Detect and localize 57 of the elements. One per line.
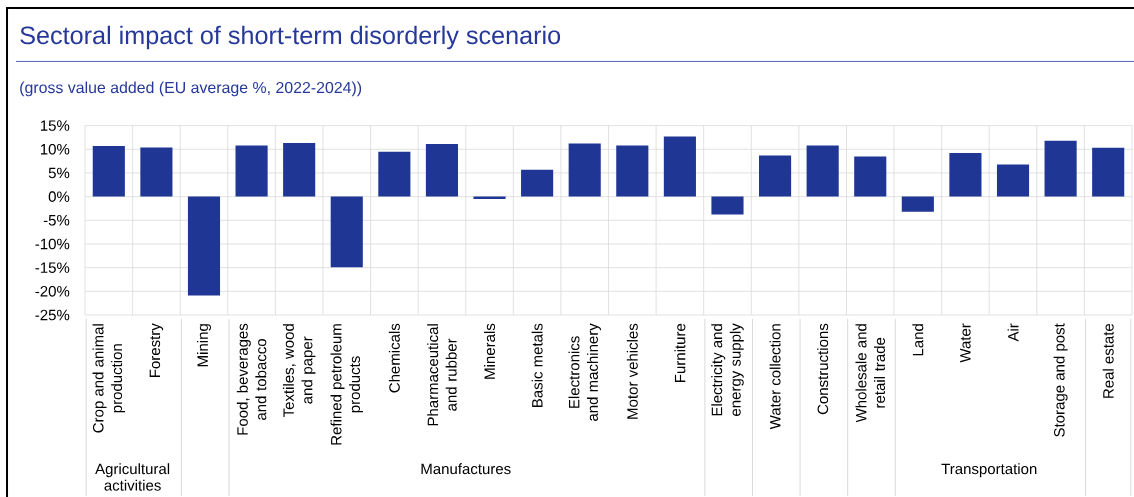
x-tick-label: Wholesale and retail trade [855, 324, 885, 423]
bar [283, 143, 316, 197]
y-tick-label: 5% [48, 167, 70, 179]
text: Agricultural activities [95, 463, 170, 491]
x-tick-label: Food, beverages and tobacco [236, 323, 267, 435]
bar [1044, 140, 1077, 197]
text: Manufactures [421, 463, 511, 475]
x-tick-label: Water [960, 323, 971, 363]
bar [949, 153, 982, 197]
bar [996, 164, 1030, 197]
bar [663, 136, 696, 197]
bar [92, 145, 125, 197]
x-tick-label: Motor vehicles [626, 323, 638, 419]
y-tick-label: -15% [35, 262, 70, 273]
bar [806, 145, 839, 197]
y-tick-label: -5% [43, 215, 70, 226]
x-tick-label: Electricity and energy supply [711, 323, 744, 416]
y-tick-label: 15% [40, 120, 70, 131]
bar [330, 196, 363, 268]
x-tick-label: Real estate [1102, 323, 1114, 398]
chart-subtitle: (gross value added (EU average %, 2022-2024)) [20, 81, 362, 97]
bar [187, 196, 221, 296]
x-tick-label: Mining [197, 324, 211, 367]
bar [616, 145, 649, 197]
x-tick-label: Land [912, 324, 924, 356]
text: Transportation [941, 463, 1037, 478]
x-tick-label: Constructions [817, 323, 829, 415]
bar [901, 196, 934, 212]
x-tick-label: Textiles, wood and paper [282, 324, 316, 418]
x-tick-label: Furniture [674, 323, 686, 382]
bar [425, 144, 458, 197]
bar [378, 151, 411, 197]
chart-title: Sectoral impact of short-term disorderly scenario [20, 25, 561, 50]
bar [568, 143, 601, 197]
x-tick-label: Forestry [149, 323, 164, 377]
y-tick-label: -25% [35, 309, 70, 321]
x-tick-label: Storage and post [1053, 323, 1068, 437]
x-tick-label: Minerals [484, 323, 496, 379]
bar [759, 155, 792, 197]
x-tick-label: Water collection [769, 324, 781, 430]
x-tick-label: Air [1007, 323, 1019, 342]
bar [854, 156, 887, 197]
y-tick-label: -20% [35, 286, 70, 297]
x-tick-label: Electronics and machinery [568, 323, 601, 421]
y-tick-label: 0% [48, 191, 70, 202]
bar [711, 196, 744, 215]
bar [1092, 147, 1125, 197]
bar [235, 145, 268, 197]
y-tick-label: 10% [40, 143, 70, 155]
bar [140, 147, 173, 197]
x-tick-label: Refined petroleum products [330, 324, 363, 445]
y-tick-label: -10% [35, 238, 70, 250]
x-tick-label: Pharmaceutical and rubber [427, 324, 457, 426]
x-tick-label: Basic metals [531, 323, 543, 407]
x-tick-label: Crop and animal production [92, 324, 126, 433]
x-tick-label: Chemicals [388, 323, 400, 393]
bar [521, 169, 554, 197]
